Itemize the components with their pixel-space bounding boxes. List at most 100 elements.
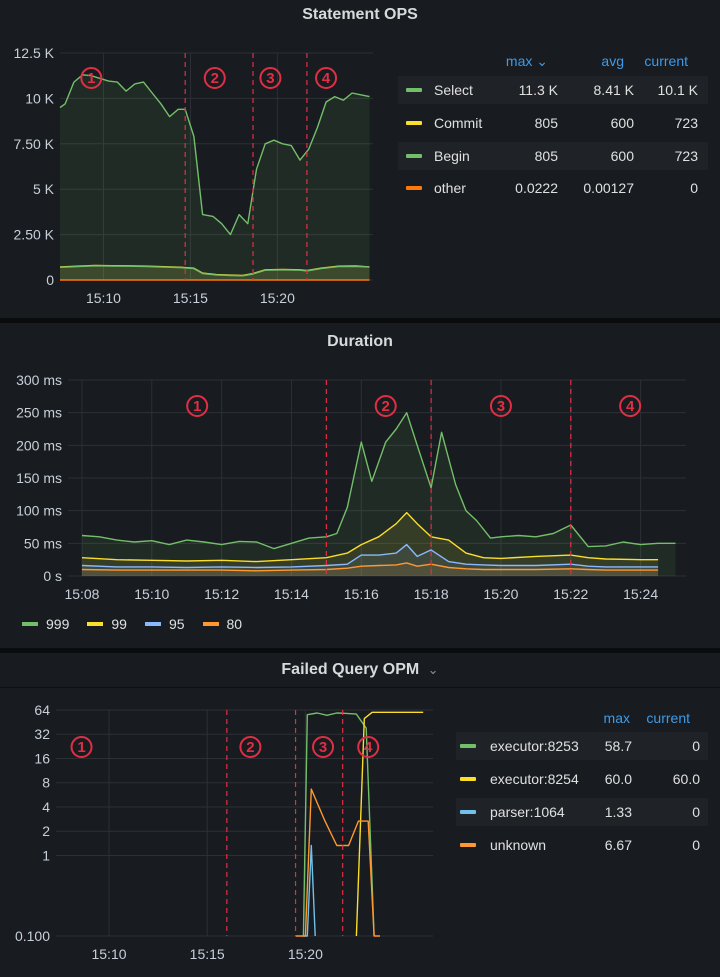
legend-row-other[interactable]: other 0.0222 0.00127 0 [398, 174, 708, 202]
phase-marker-1: 1 [70, 736, 93, 758]
series-line-executor:8253 [302, 712, 375, 937]
phase-marker-2: 2 [374, 395, 397, 417]
phase-marker-label: 4 [322, 70, 331, 87]
x-tick-label: 15:10 [91, 946, 126, 962]
legend-header-current[interactable]: current [646, 710, 690, 726]
x-tick-label: 15:20 [288, 946, 323, 962]
phase-marker-3: 3 [489, 395, 512, 417]
legend-series-name: 999 [46, 616, 70, 632]
statement-ops-chart[interactable]: 0 2.50 K 5 K 7.50 K 10 K 12.5 K 15:10 15:15 15:2… [0, 0, 720, 318]
legend-series-name: other [434, 180, 466, 196]
phase-marker-4: 4 [357, 736, 380, 758]
series-area-Select [60, 74, 370, 280]
phase-marker-circle [70, 736, 93, 758]
duration-legend: 999 99 95 80 [22, 616, 242, 632]
duration-chart[interactable]: 0 s 50 ms 100 ms 150 ms 200 ms 250 ms 300 ms 15… [0, 323, 720, 648]
legend-avg: 600 [610, 148, 634, 164]
x-tick-label: 15:15 [173, 290, 208, 306]
phase-marker-3: 3 [312, 736, 335, 758]
phase-marker-circle [489, 395, 512, 417]
legend-item-999[interactable]: 999 [22, 616, 69, 632]
panel-title[interactable]: Statement OPS [302, 6, 418, 23]
legend-row-select[interactable]: Select 11.3 K 8.41 K 10.1 K [398, 76, 708, 104]
phase-marker-label: 1 [87, 70, 95, 87]
legend-max: 60.0 [604, 771, 632, 787]
legend-row-parser-1064[interactable]: parser:1064 1.33 0 [456, 798, 708, 826]
duration-panel: Duration 0 s 50 ms 100 ms 150 ms 200 ms 250 m… [0, 323, 720, 648]
y-tick-label: 7.50 K [14, 136, 55, 152]
legend-row-unknown[interactable]: unknown 6.67 0 [456, 831, 708, 859]
chevron-down-icon[interactable]: ⌄ [427, 662, 439, 677]
legend-series-name: executor:8253 [490, 738, 579, 754]
series-color-swatch [22, 622, 38, 626]
phase-marker-label: 1 [77, 739, 85, 756]
x-tick-label: 15:08 [64, 586, 99, 602]
legend-header-max[interactable]: max ⌄ [505, 53, 548, 69]
phase-marker-label: 2 [382, 398, 390, 415]
failed-query-chart[interactable]: 0.100 1 2 4 8 16 32 64 15:10 15:15 15:20 1 2 3 4 [0, 653, 720, 977]
x-tick-label: 15:24 [623, 586, 658, 602]
phase-marker-label: 3 [319, 739, 327, 756]
legend-max: 0.0222 [515, 180, 558, 196]
legend-avg: 8.41 K [593, 82, 634, 98]
legend-row-executor-8254[interactable]: executor:8254 60.0 60.0 [456, 765, 708, 793]
statement-ops-panel: Statement OPS 0 2.50 K 5 K 7.50 K 10 K 12.5 K… [0, 0, 720, 318]
y-tick-label: 64 [34, 702, 50, 718]
legend-max: 805 [534, 148, 558, 164]
legend-row-begin[interactable]: Begin 805 600 723 [398, 142, 708, 170]
legend-max: 6.67 [604, 837, 632, 853]
series-color-swatch [202, 622, 219, 626]
series-color-swatch [460, 810, 476, 814]
legend-item-99[interactable]: 99 [87, 616, 127, 632]
y-tick-label: 5 K [33, 181, 55, 197]
series-area-80 [81, 562, 659, 576]
phase-marker-4: 4 [619, 395, 642, 417]
legend-header-max[interactable]: max [603, 710, 630, 726]
legend-current: 10.1 K [657, 82, 698, 98]
phase-marker-1: 1 [80, 67, 103, 89]
y-tick-label: 200 ms [16, 437, 62, 453]
phase-marker-label: 3 [266, 70, 274, 87]
phase-marker-label: 2 [246, 739, 254, 756]
legend-row-commit[interactable]: Commit 805 600 723 [398, 109, 708, 137]
legend-series-name: unknown [490, 837, 547, 853]
panel-separator [0, 648, 720, 653]
y-tick-label: 10 K [25, 90, 54, 106]
legend-header-avg[interactable]: avg [601, 53, 624, 69]
legend-row-executor-8253[interactable]: executor:8253 58.7 0 [456, 732, 708, 760]
y-tick-label: 2.50 K [14, 227, 55, 243]
series-line-Select [59, 74, 370, 236]
y-tick-label: 2 [42, 823, 50, 839]
legend-header-current[interactable]: current [644, 53, 688, 69]
series-color-swatch [144, 622, 161, 626]
panel-title[interactable]: Failed Query OPM ⌄ [0, 661, 720, 679]
x-tick-label: 15:20 [483, 586, 518, 602]
y-tick-label: 12.5 K [14, 45, 55, 61]
legend-current: 60.0 [672, 771, 700, 787]
y-tick-label: 16 [34, 750, 50, 766]
phase-marker-circle [203, 67, 226, 89]
series-line-Begin [59, 265, 370, 277]
x-tick-label: 15:15 [190, 946, 225, 962]
phase-marker-label: 2 [211, 70, 219, 87]
legend-item-95[interactable]: 95 [144, 616, 185, 632]
y-tick-label: 1 [42, 847, 50, 863]
legend-max: 805 [534, 115, 558, 131]
phase-marker-2: 2 [239, 736, 262, 758]
legend-series-name: Begin [434, 148, 470, 164]
panel-title[interactable]: Duration [327, 333, 393, 350]
x-tick-label: 15:22 [553, 586, 588, 602]
series-area-Begin [60, 265, 370, 280]
y-tick-label: 300 ms [16, 372, 62, 388]
legend-series-name: 80 [226, 616, 243, 632]
statement-ops-legend: max ⌄ avg current Select 11.3 K 8.41 K 1… [398, 48, 708, 218]
legend-item-80[interactable]: 80 [202, 616, 243, 632]
phase-marker-label: 1 [193, 398, 201, 415]
panel-header-divider [0, 687, 720, 688]
series-color-swatch [460, 744, 476, 748]
y-tick-label: 0.100 [15, 928, 50, 944]
y-tick-label: 8 [42, 775, 50, 791]
legend-current: 0 [692, 738, 700, 754]
legend-max: 1.33 [604, 804, 632, 820]
failed-query-legend: max current executor:8253 58.7 0 executo… [456, 705, 708, 865]
